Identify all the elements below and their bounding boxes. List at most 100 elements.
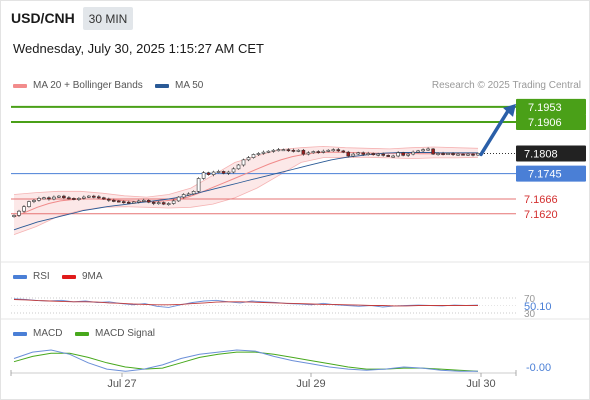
candles-group [12,147,480,218]
candle-body [62,195,66,199]
level-label-support-4: 7.1666 [524,194,558,206]
level-label-resistance-0: 7.1953 [528,102,562,114]
x-axis-tick-label: Jul 29 [296,378,325,390]
candle-body [136,200,141,203]
candle-body [291,149,296,152]
candle-body [176,196,181,202]
candle-body [341,150,346,153]
candle-body [361,152,366,155]
candle-body [371,153,376,156]
legend-ma50-label: MA 50 [175,80,204,91]
candle-body [471,153,475,156]
candle-body [22,206,26,212]
candle-body [421,149,425,152]
candle-body [87,195,91,198]
candle-body [476,153,480,156]
candle-body [72,198,76,200]
rsi-swatch [13,274,27,279]
timeframe-button[interactable]: 30 MIN [83,7,133,30]
candle-body [316,151,321,154]
bollinger-band-fill [14,146,478,235]
candle-body [281,149,286,152]
candle-body [426,148,430,151]
candle-body [67,197,71,200]
candle-body [456,153,460,156]
legend-9ma-label: 9MA [82,271,103,282]
level-label-pivot-3: 7.1745 [528,169,562,181]
candle-body [321,150,326,153]
candle-body [221,171,226,174]
ma50-swatch [155,83,169,88]
candle-body [236,164,241,170]
candle-body [416,150,420,153]
candle-body [466,153,470,156]
candle-body [37,198,41,201]
legend-macd-label: MACD [33,328,63,339]
candle-body [386,155,390,157]
candle-body [296,149,301,152]
candle-body [211,171,216,175]
candle-body [346,151,351,157]
level-box-resistance-0 [516,98,586,115]
candle-body [77,198,81,200]
candle-body [356,152,361,155]
legend-ma50: MA 50 [155,80,203,91]
rsi-tick-label: 30 [524,309,536,320]
candle-body [256,153,261,155]
candle-body [226,171,231,174]
level-box-resistance-1 [516,114,586,130]
candle-body [42,197,46,200]
ma20-line [13,151,478,218]
legend-macd-signal: MACD Signal [75,328,155,339]
candle-body [451,153,455,155]
legend-macd-signal-label: MACD Signal [95,328,156,339]
candle-body [381,153,386,156]
9ma-swatch [62,274,76,279]
candle-body [102,197,106,200]
candle-body [97,196,101,199]
level-label-support-5: 7.1620 [524,209,558,221]
legend-bollinger: MA 20 + Bollinger Bands [13,80,143,91]
chart-datetime: Wednesday, July 30, 2025 1:15:27 AM CET [13,41,264,56]
candle-body [306,152,311,155]
symbol-title: USD/CNH [11,10,75,26]
candle-body [131,201,136,204]
candle-body [276,149,281,152]
last-price-label: 7.1808 [524,148,558,160]
candle-body [186,193,191,196]
macd-line [13,349,478,372]
candle-body [126,201,131,204]
target-arrow-shaft [479,109,510,157]
candle-body [106,198,111,201]
legend-macd: MACD [13,328,62,339]
x-axis-tick-label: Jul 27 [107,378,136,390]
bollinger-swatch [13,83,27,88]
macd-signal-line [13,351,479,372]
candle-body [161,202,166,205]
candle-body [171,200,176,204]
candle-body [411,151,415,155]
candle-body [82,196,86,199]
ma50-line [13,152,478,231]
legend-bollinger-label: MA 20 + Bollinger Bands [33,80,143,91]
candle-body [191,191,196,195]
macd-current-value: -0.00 [526,362,551,374]
candle-body [286,149,291,152]
rsi-tick-label: 70 [524,294,536,305]
legend-rsi-label: RSI [33,271,50,282]
candle-body [116,200,121,203]
candle-body [261,151,266,154]
macd-signal-swatch [75,331,89,336]
candle-body [391,155,395,158]
level-box-pivot-3 [516,165,586,182]
candle-body [57,195,61,198]
candle-body [246,157,251,161]
candle-body [366,153,371,155]
candle-body [241,159,246,166]
candle-body [151,201,156,204]
candle-body [231,168,236,173]
candle-body [326,149,331,152]
candle-body [156,202,161,205]
candle-body [431,148,435,155]
